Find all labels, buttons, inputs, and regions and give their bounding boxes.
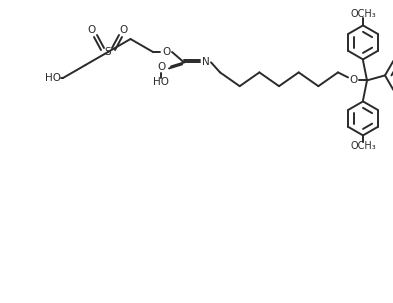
Text: S: S xyxy=(105,47,111,57)
Text: N: N xyxy=(202,57,210,67)
Text: O: O xyxy=(120,25,128,35)
Text: HO: HO xyxy=(45,73,61,83)
Text: O: O xyxy=(162,47,170,57)
Text: O: O xyxy=(88,25,96,35)
Text: HO: HO xyxy=(153,77,169,87)
Text: OCH₃: OCH₃ xyxy=(350,142,376,152)
Text: OCH₃: OCH₃ xyxy=(350,9,376,19)
Text: O: O xyxy=(157,62,165,72)
Text: O: O xyxy=(349,75,357,85)
